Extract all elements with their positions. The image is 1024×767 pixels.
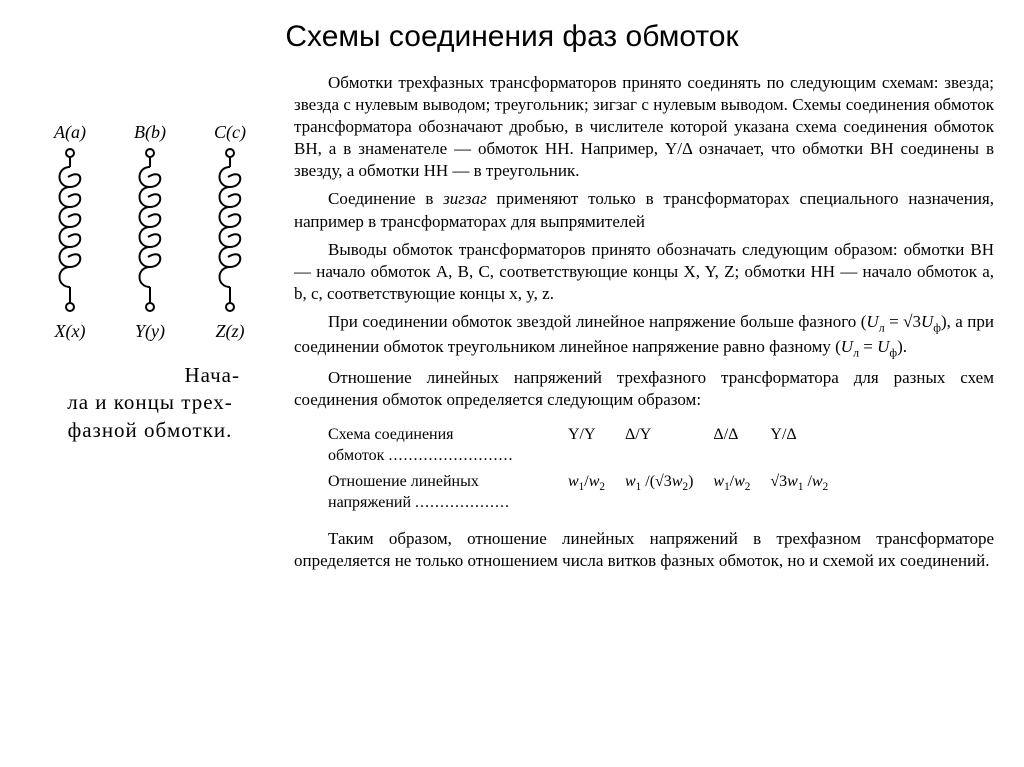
caption-line: ла и концы трех- xyxy=(67,390,232,414)
coil-bottom-label: Z(z) xyxy=(215,321,244,342)
coil-bottom-label: Y(y) xyxy=(135,321,165,342)
table-row: Отношение линейных напряжений ..........… xyxy=(328,470,846,516)
cell: Δ/Δ xyxy=(713,423,768,469)
page-title: Схемы соединения фаз обмоток xyxy=(30,20,994,54)
cell: w1/w2 xyxy=(713,470,768,516)
cell: w1 /(√3w2) xyxy=(625,470,711,516)
paragraph-4: При соединении обмоток звездой линейное … xyxy=(294,311,994,361)
paragraph-2: Соединение в зигзаг применяют только в т… xyxy=(294,188,994,232)
coil-icon xyxy=(52,147,88,317)
diagram-caption: Нача- ла и концы трех- фазной обмотки. xyxy=(30,362,270,444)
row-label: Схема соединения обмоток ...............… xyxy=(328,423,566,469)
coil-a: A(a) X(x) xyxy=(35,122,105,342)
diagram-column: A(a) X(x) B(b) xyxy=(30,72,270,578)
caption-line: Нача- xyxy=(30,362,270,389)
row-label: Отношение линейных напряжений ..........… xyxy=(328,470,566,516)
coil-b: B(b) Y(y) xyxy=(115,122,185,342)
paragraph-6: Таким образом, отношение линейных напряж… xyxy=(294,528,994,572)
paragraph-3: Выводы обмоток трансформаторов принято о… xyxy=(294,239,994,305)
coil-bottom-label: X(x) xyxy=(55,321,86,342)
coil-icon xyxy=(212,147,248,317)
schema-ratio-table: Схема соединения обмоток ...............… xyxy=(326,421,848,518)
coil-icon xyxy=(132,147,168,317)
paragraph-5: Отношение линейных напряжений трехфазног… xyxy=(294,367,994,411)
paragraph-1: Обмотки трехфазных трансформаторов приня… xyxy=(294,72,994,182)
cell: Δ/Y xyxy=(625,423,711,469)
cell: Y/Y xyxy=(568,423,623,469)
text-column: Обмотки трехфазных трансформаторов приня… xyxy=(294,72,994,578)
coil-top-label: C(c) xyxy=(214,122,246,143)
caption-line: фазной обмотки. xyxy=(68,418,233,442)
cell: √3w1 /w2 xyxy=(770,470,846,516)
content-row: A(a) X(x) B(b) xyxy=(30,72,994,578)
coils-row: A(a) X(x) B(b) xyxy=(30,122,270,342)
table-row: Схема соединения обмоток ...............… xyxy=(328,423,846,469)
cell: w1/w2 xyxy=(568,470,623,516)
coil-top-label: A(a) xyxy=(54,122,86,143)
coil-c: C(c) Z(z) xyxy=(195,122,265,342)
coil-top-label: B(b) xyxy=(134,122,166,143)
cell: Y/Δ xyxy=(770,423,846,469)
